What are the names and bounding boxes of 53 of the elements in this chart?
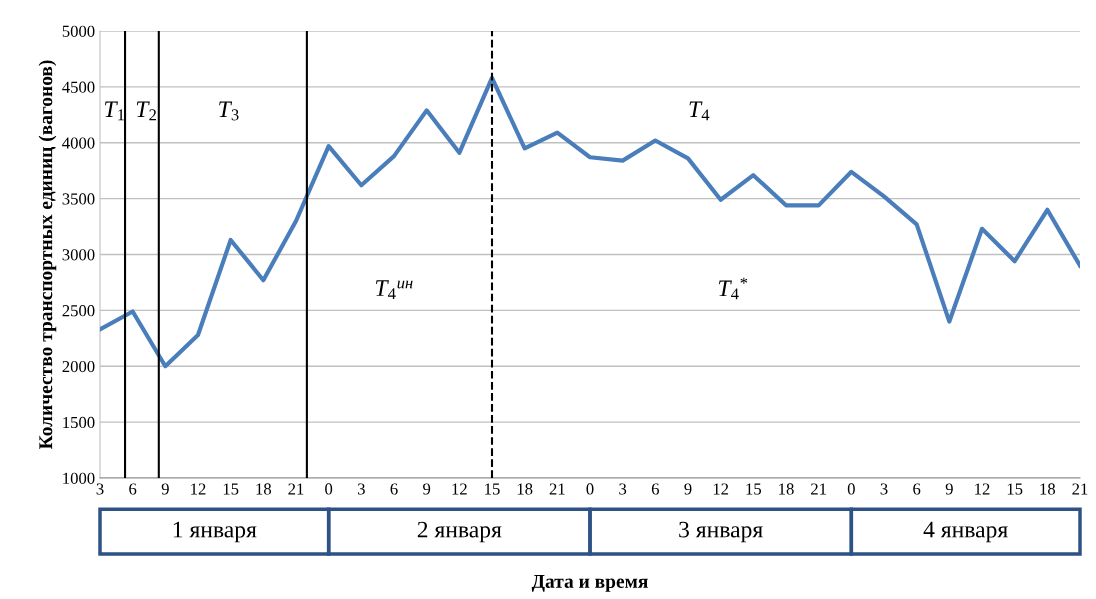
- x-tick-label: 12: [713, 483, 729, 495]
- x-tick-label: 9: [423, 483, 431, 495]
- x-tick-label: 15: [223, 483, 239, 495]
- y-tick-label: 3000: [62, 249, 95, 261]
- text: 3 января: [679, 521, 763, 543]
- x-tick-label: 9: [945, 483, 953, 495]
- x-axis-title: Дата и время: [531, 574, 648, 592]
- line-series: [100, 75, 1080, 369]
- x-tick-label: 21: [1072, 483, 1088, 495]
- y-tick-label: 2000: [62, 360, 95, 373]
- annotation: T$_{3}$: [219, 101, 239, 121]
- x-tick-label: 21: [549, 483, 565, 495]
- text: 1 января: [173, 521, 257, 543]
- x-tick-label: 15: [1007, 483, 1023, 495]
- x-tick-label: 12: [975, 483, 990, 495]
- x-tick-label: 9: [684, 483, 692, 495]
- x-tick-label: 0: [325, 483, 333, 495]
- x-tick-label: 3: [619, 483, 627, 495]
- x-tick-label: 9: [161, 483, 169, 495]
- x-tick-label: 21: [811, 483, 826, 495]
- y-tick-label: 5000: [62, 25, 95, 37]
- x-tick-label: 3: [96, 483, 104, 495]
- annotation: T$_{4}$: [689, 101, 710, 121]
- x-tick-label: 3: [880, 483, 888, 495]
- y-tick-label: 1500: [63, 416, 95, 429]
- x-tick-label: 6: [651, 483, 659, 495]
- x-tick-label: 18: [256, 483, 272, 495]
- x-tick-label: 6: [129, 483, 137, 495]
- y-tick-label: 3500: [62, 193, 95, 205]
- x-tick-label: 3: [357, 483, 365, 495]
- text: 4 января: [923, 521, 1008, 543]
- y-tick-label: 4500: [62, 81, 95, 93]
- annotation: T$_{2}$: [136, 101, 156, 121]
- x-tick-label: 12: [191, 483, 206, 495]
- y-tick-label: 2500: [62, 305, 95, 317]
- x-tick-label: 0: [847, 483, 855, 495]
- annotation: T$_{1}$: [104, 101, 125, 121]
- x-tick-label: 18: [1040, 483, 1056, 495]
- y-axis-title: Количество транспортных единиц (вагонов): [38, 60, 57, 450]
- y-tick-label: 1000: [63, 472, 95, 484]
- x-tick-label: 21: [288, 483, 304, 495]
- annotation: T$_{4}$$^{ин}$: [375, 280, 413, 300]
- x-tick-label: 15: [485, 483, 500, 495]
- x-tick-label: 0: [586, 483, 594, 495]
- x-tick-label: 6: [390, 483, 398, 495]
- x-tick-label: 18: [517, 483, 533, 495]
- x-tick-label: 18: [779, 483, 794, 495]
- x-tick-label: 6: [913, 483, 921, 495]
- annotation: T$_{4}$$^{*}$: [718, 277, 748, 300]
- x-tick-label: 12: [452, 483, 467, 495]
- x-tick-label: 15: [746, 483, 762, 495]
- y-tick-label: 4000: [62, 137, 95, 149]
- text: 2 января: [417, 521, 502, 543]
